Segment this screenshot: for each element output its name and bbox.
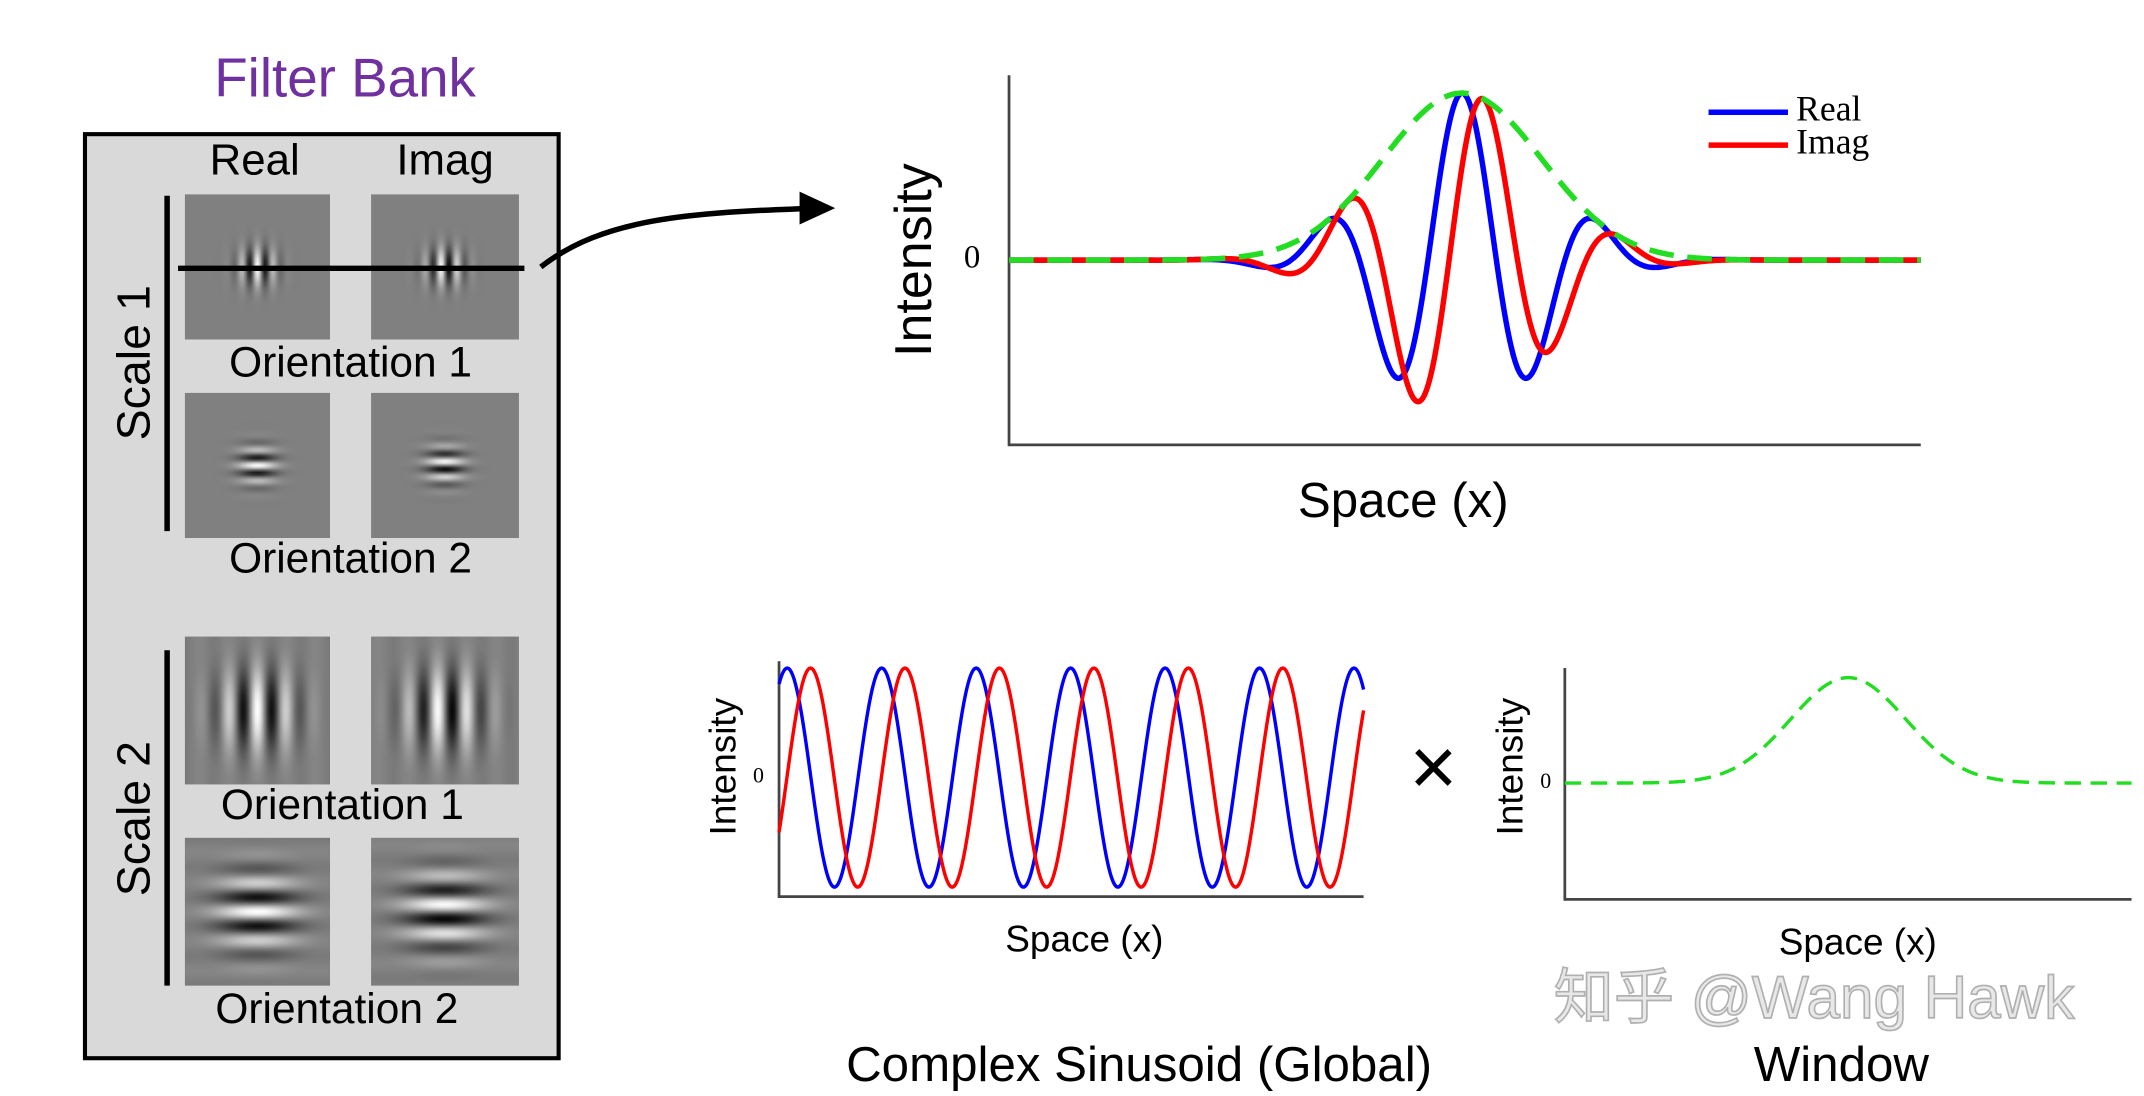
orientation-label: Orientation 2 — [229, 534, 472, 581]
axes — [777, 661, 1364, 899]
orientation-label: Orientation 1 — [221, 781, 464, 828]
watermark: 知乎 @Wang Hawk — [1554, 963, 2076, 1031]
x-axis-label: Space (x) — [1005, 919, 1163, 960]
filter-pattern — [184, 837, 331, 986]
y-axis-label: Intensity — [885, 163, 943, 357]
arrow — [539, 205, 822, 270]
orientation-label: Orientation 1 — [229, 339, 472, 386]
filter-pattern — [371, 636, 519, 785]
legend-label: Real — [1796, 88, 1861, 128]
axes — [1007, 75, 1921, 447]
y-tick-label: 0 — [753, 763, 764, 788]
operator: × — [1409, 722, 1457, 813]
column-label: Real — [210, 135, 300, 184]
axes — [1563, 668, 2132, 901]
filter-pattern — [184, 636, 331, 785]
filter-pattern — [371, 837, 519, 986]
real-curve — [777, 666, 1366, 889]
y-tick-label: 0 — [1540, 768, 1551, 793]
caption: Complex Sinusoid (Global) — [846, 1037, 1432, 1092]
legend-label: Imag — [1796, 121, 1869, 161]
curves — [777, 666, 1366, 889]
scale-label: Scale 2 — [107, 741, 159, 896]
arrow-head — [799, 191, 836, 225]
curves — [1564, 675, 2132, 785]
filter-pattern — [184, 392, 331, 539]
y-tick-label: 0 — [964, 240, 980, 276]
curves — [1009, 90, 1921, 405]
window-curve — [1564, 675, 2132, 785]
x-axis-label: Space (x) — [1779, 921, 1937, 962]
y-axis-label: Intensity — [702, 697, 743, 835]
y-axis-label: Intensity — [1490, 697, 1531, 835]
imag-curve — [777, 666, 1366, 889]
orientation-label: Orientation 2 — [215, 985, 458, 1032]
column-label: Imag — [396, 135, 493, 184]
scale-label: Scale 1 — [107, 285, 159, 440]
filter-bank-title: Filter Bank — [214, 47, 476, 109]
envelope-curve — [1009, 90, 1921, 263]
filter-pattern — [371, 392, 519, 539]
x-axis-label: Space (x) — [1298, 473, 1509, 528]
caption: Window — [1754, 1037, 1930, 1092]
